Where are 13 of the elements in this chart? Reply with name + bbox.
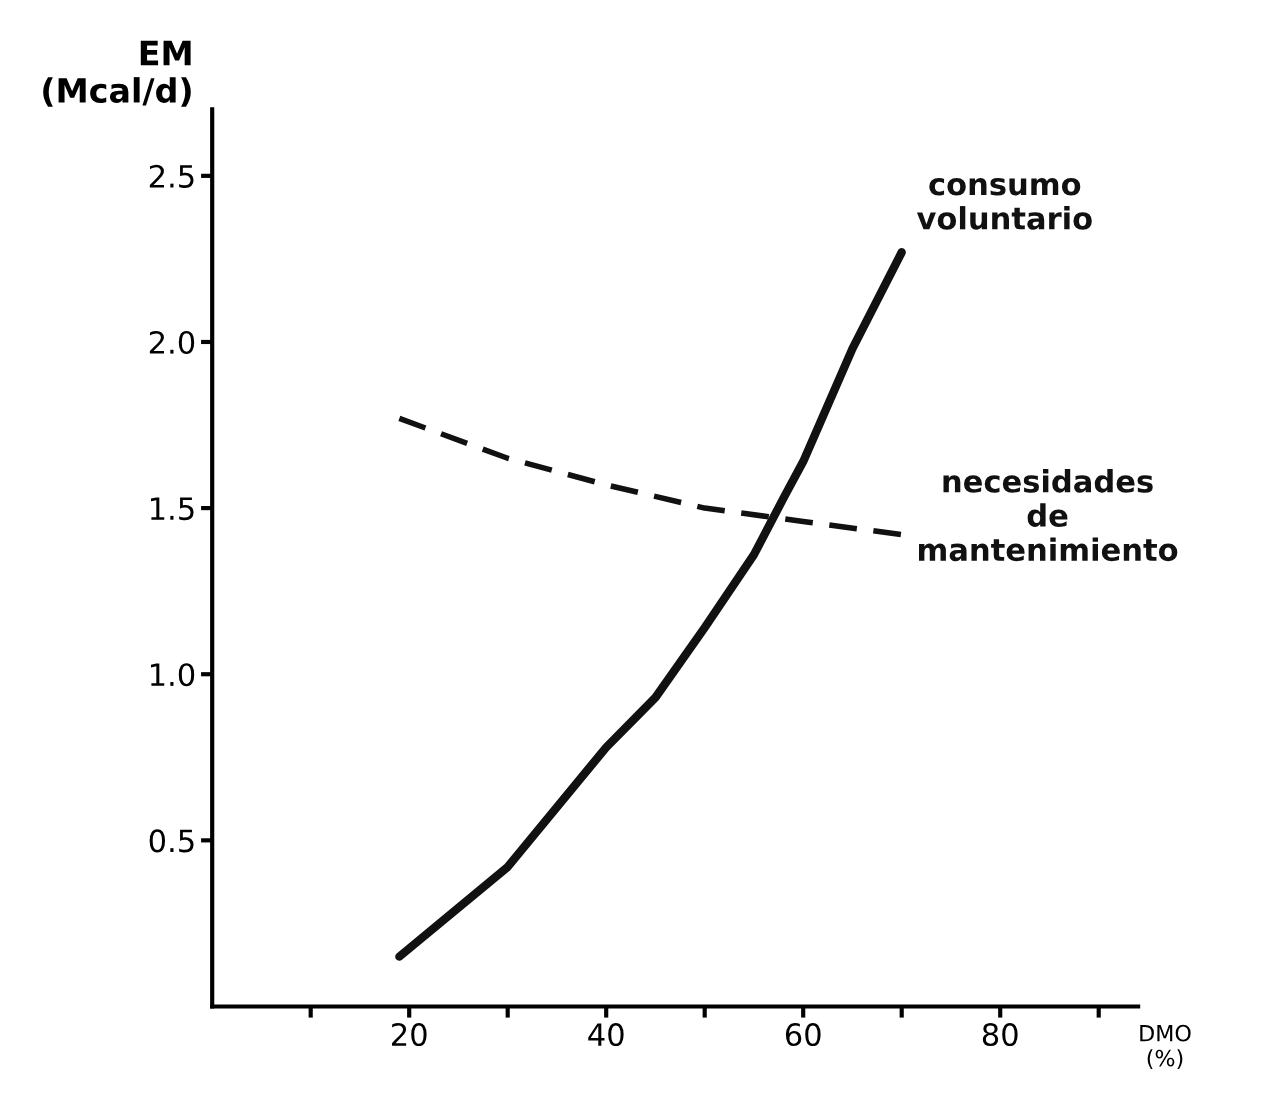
x-tick-label: 20 bbox=[391, 1022, 427, 1047]
x-tick-label: 60 bbox=[785, 1022, 821, 1047]
x-axis-title: DMO (%) bbox=[1140, 1024, 1191, 1070]
series-label: consumo voluntario bbox=[916, 177, 1092, 230]
y-tick-label: 1.5 bbox=[150, 497, 194, 521]
x-tick-label: 80 bbox=[982, 1022, 1018, 1047]
y-tick-label: 1.0 bbox=[150, 663, 195, 687]
y-tick-label: 0.5 bbox=[149, 829, 194, 853]
y-tick-label: 2.0 bbox=[149, 330, 195, 355]
x-tick-label: 40 bbox=[588, 1022, 624, 1047]
series-label: necesidades de mantenimiento bbox=[919, 469, 1178, 562]
y-axis-title: EM (Mcal/d) bbox=[43, 40, 191, 107]
y-tick-label: 2.5 bbox=[149, 164, 194, 188]
